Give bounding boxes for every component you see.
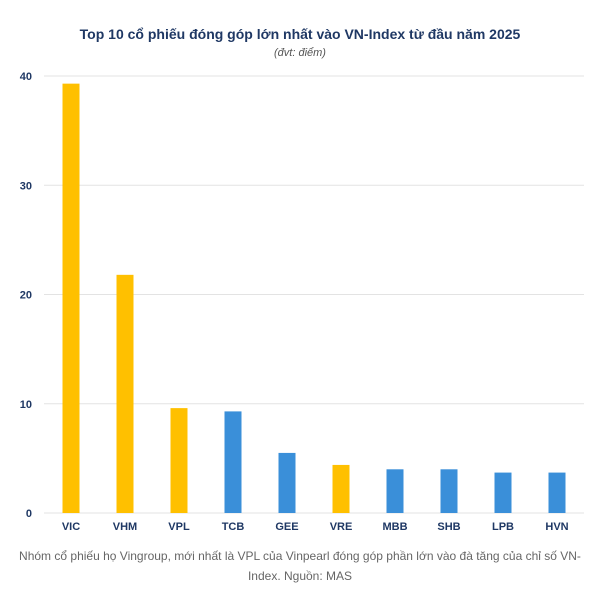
bar-lpb: [494, 472, 512, 513]
bar-gee: [278, 452, 296, 513]
x-tick-label-vpl: VPL: [168, 521, 190, 533]
bar-hvn: [548, 472, 566, 513]
bar-chart: 0 10 20 30 40 VIC VHM VPL TCB GEE VRE MBB SHB LPB HVN: [20, 71, 584, 533]
bar-vre: [332, 464, 350, 513]
x-tick-label-gee: GEE: [275, 521, 298, 533]
y-tick-label: 0: [26, 508, 32, 520]
x-axis-ticks: VIC VHM VPL TCB GEE VRE MBB SHB LPB HVN: [62, 521, 569, 533]
chart-subtitle: (đvt: điểm): [274, 47, 326, 59]
x-tick-label-lpb: LPB: [492, 521, 514, 533]
y-tick-label: 20: [20, 290, 32, 302]
x-tick-label-hvn: HVN: [545, 521, 568, 533]
y-tick-label: 30: [20, 180, 32, 192]
x-tick-label-tcb: TCB: [222, 521, 245, 533]
x-tick-label-mbb: MBB: [382, 521, 407, 533]
gridlines: [44, 75, 584, 514]
x-tick-label-vhm: VHM: [113, 521, 137, 533]
bar-vpl: [170, 408, 188, 513]
bar-vhm: [116, 274, 134, 513]
x-tick-label-shb: SHB: [437, 521, 460, 533]
y-tick-label: 40: [20, 71, 32, 83]
bar-mbb: [386, 469, 404, 513]
chart-title: Top 10 cổ phiếu đóng góp lớn nhất vào VN…: [79, 26, 521, 42]
figure-caption: Nhóm cổ phiếu họ Vingroup, mới nhất là V…: [19, 549, 581, 583]
x-tick-label-vic: VIC: [62, 521, 80, 533]
y-tick-label: 10: [20, 399, 32, 411]
y-axis-ticks: 0 10 20 30 40: [20, 71, 32, 520]
bar-shb: [440, 469, 458, 513]
bar-tcb: [224, 411, 242, 513]
bar-vic: [62, 83, 80, 514]
x-tick-label-vre: VRE: [330, 521, 353, 533]
bars: [62, 83, 566, 514]
